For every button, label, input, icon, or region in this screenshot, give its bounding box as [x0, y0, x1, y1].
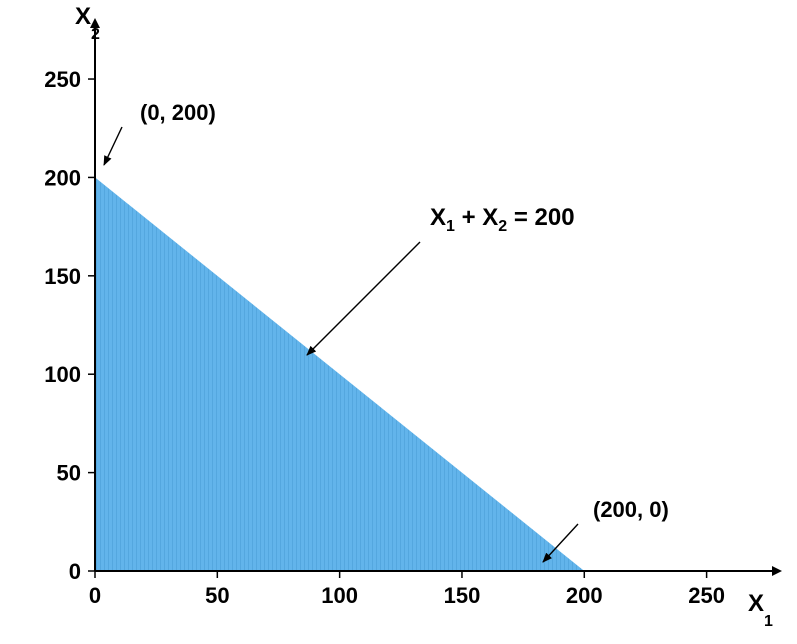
x-tick-label: 50	[205, 583, 229, 608]
chart-container: 0 50 100 150 200 250 0 50 100 150 200 250 X1 X2 (0, 20…	[0, 0, 797, 644]
annotation-line-eq: X1 + X2 = 200	[430, 204, 575, 235]
annotation-pt-0-200: (0, 200)	[140, 100, 216, 125]
y-tick-label: 50	[57, 461, 81, 486]
y-tick-label: 150	[44, 264, 81, 289]
feasible-region-chart: 0 50 100 150 200 250 0 50 100 150 200 250 X1 X2 (0, 20…	[0, 0, 797, 644]
x-tick-label: 0	[89, 583, 101, 608]
annotation-arrow	[104, 127, 122, 165]
x-tick-label: 250	[688, 583, 725, 608]
y-axis-label: X2	[75, 3, 100, 43]
y-tick-label: 250	[44, 67, 81, 92]
y-tick-label: 0	[69, 559, 81, 584]
annotation-pt-200-0: (200, 0)	[593, 497, 669, 522]
annotation-arrow	[307, 242, 420, 355]
x-axis-label: X1	[748, 590, 773, 630]
y-tick-label: 100	[44, 362, 81, 387]
feasible-region	[95, 177, 584, 571]
x-tick-label: 200	[566, 583, 603, 608]
y-tick-label: 200	[44, 165, 81, 190]
x-tick-label: 100	[321, 583, 358, 608]
x-tick-label: 150	[444, 583, 481, 608]
